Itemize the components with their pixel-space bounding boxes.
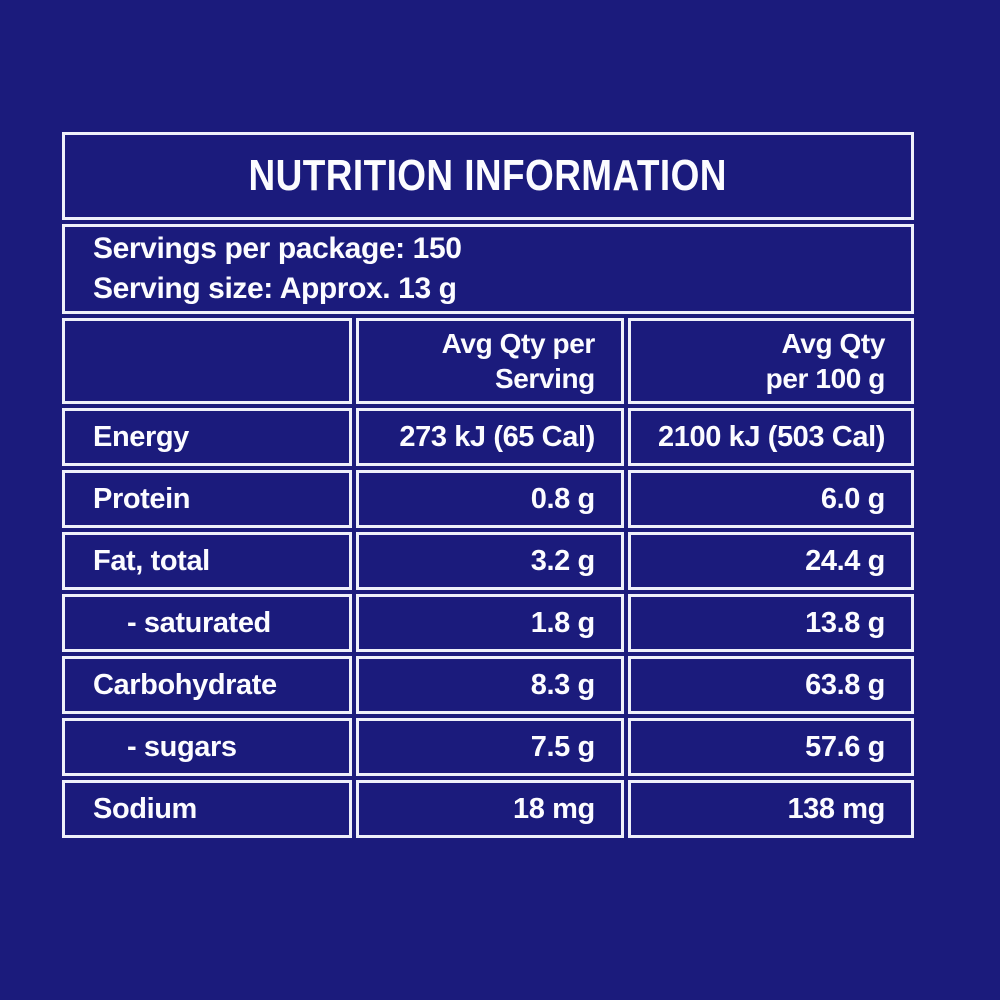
value-per-serving: 7.5 g xyxy=(356,718,624,776)
table-row-fat-total: Fat, total 3.2 g 24.4 g xyxy=(62,532,914,590)
value-per-serving: 8.3 g xyxy=(356,656,624,714)
table-row-protein: Protein 0.8 g 6.0 g xyxy=(62,470,914,528)
value-per-serving: 18 mg xyxy=(356,780,624,838)
nutrient-label: - saturated xyxy=(62,594,353,652)
value-per-serving: 0.8 g xyxy=(356,470,624,528)
nutrient-label: Protein xyxy=(62,470,353,528)
value-per-100g: 138 mg xyxy=(627,780,914,838)
title-row: NUTRITION INFORMATION xyxy=(62,132,914,220)
nutrient-label: Energy xyxy=(62,408,353,466)
table-row-sodium: Sodium 18 mg 138 mg xyxy=(62,780,914,838)
table-row-sugars: - sugars 7.5 g 57.6 g xyxy=(62,718,914,776)
table-row-saturated: - saturated 1.8 g 13.8 g xyxy=(62,594,914,652)
serving-size: Serving size: Approx. 13 g xyxy=(93,272,457,305)
table-row-carbohydrate: Carbohydrate 8.3 g 63.8 g xyxy=(62,656,914,714)
value-per-100g: 2100 kJ (503 Cal) xyxy=(627,408,914,466)
nutrient-label: Sodium xyxy=(62,780,353,838)
servings-cell: Servings per package: 150 Serving size: … xyxy=(62,224,914,314)
table-row-energy: Energy 273 kJ (65 Cal) 2100 kJ (503 Cal) xyxy=(62,408,914,466)
header-avg-qty-per-100g: Avg Qty per 100 g xyxy=(627,318,914,404)
nutrient-label: Carbohydrate xyxy=(62,656,353,714)
nutrition-panel: NUTRITION INFORMATION Servings per packa… xyxy=(58,128,918,842)
servings-per-package: Servings per package: 150 xyxy=(93,231,462,265)
nutrient-label: - sugars xyxy=(62,718,353,776)
panel-title: NUTRITION INFORMATION xyxy=(248,151,728,200)
nutrient-label: Fat, total xyxy=(62,532,353,590)
value-per-100g: 13.8 g xyxy=(627,594,914,652)
title-cell: NUTRITION INFORMATION xyxy=(62,132,914,220)
value-per-serving: 273 kJ (65 Cal) xyxy=(356,408,624,466)
servings-row: Servings per package: 150 Serving size: … xyxy=(62,224,914,314)
value-per-serving: 1.8 g xyxy=(356,594,624,652)
value-per-100g: 24.4 g xyxy=(627,532,914,590)
value-per-100g: 63.8 g xyxy=(627,656,914,714)
value-per-serving: 3.2 g xyxy=(356,532,624,590)
value-per-100g: 6.0 g xyxy=(627,470,914,528)
column-header-row: Avg Qty per Serving Avg Qty per 100 g xyxy=(62,318,914,404)
value-per-100g: 57.6 g xyxy=(627,718,914,776)
header-avg-qty-per-serving: Avg Qty per Serving xyxy=(356,318,624,404)
nutrition-table: NUTRITION INFORMATION Servings per packa… xyxy=(58,128,918,842)
corner-cell xyxy=(62,318,353,404)
